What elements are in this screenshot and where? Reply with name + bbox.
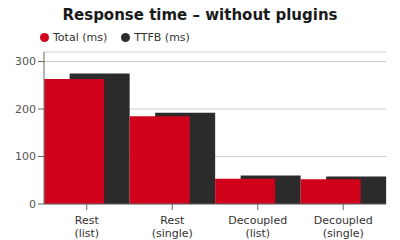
- svg-text:0: 0: [29, 198, 36, 211]
- svg-text:300: 300: [15, 55, 36, 68]
- svg-text:100: 100: [15, 150, 36, 163]
- svg-text:Rest(list): Rest(list): [74, 214, 99, 240]
- html-text:TTFB (ms): TTFB (ms): [134, 30, 190, 44]
- svg-text:Rest(single): Rest(single): [152, 214, 193, 240]
- svg-text:200: 200: [15, 103, 36, 116]
- html-text:Response time – without plugin: Response time – without plugins: [62, 6, 338, 24]
- svg-text:Decoupled(single): Decoupled(single): [314, 214, 373, 240]
- html-text:Total (ms): Total (ms): [53, 30, 108, 44]
- svg-text:Decoupled(list): Decoupled(list): [228, 214, 287, 240]
